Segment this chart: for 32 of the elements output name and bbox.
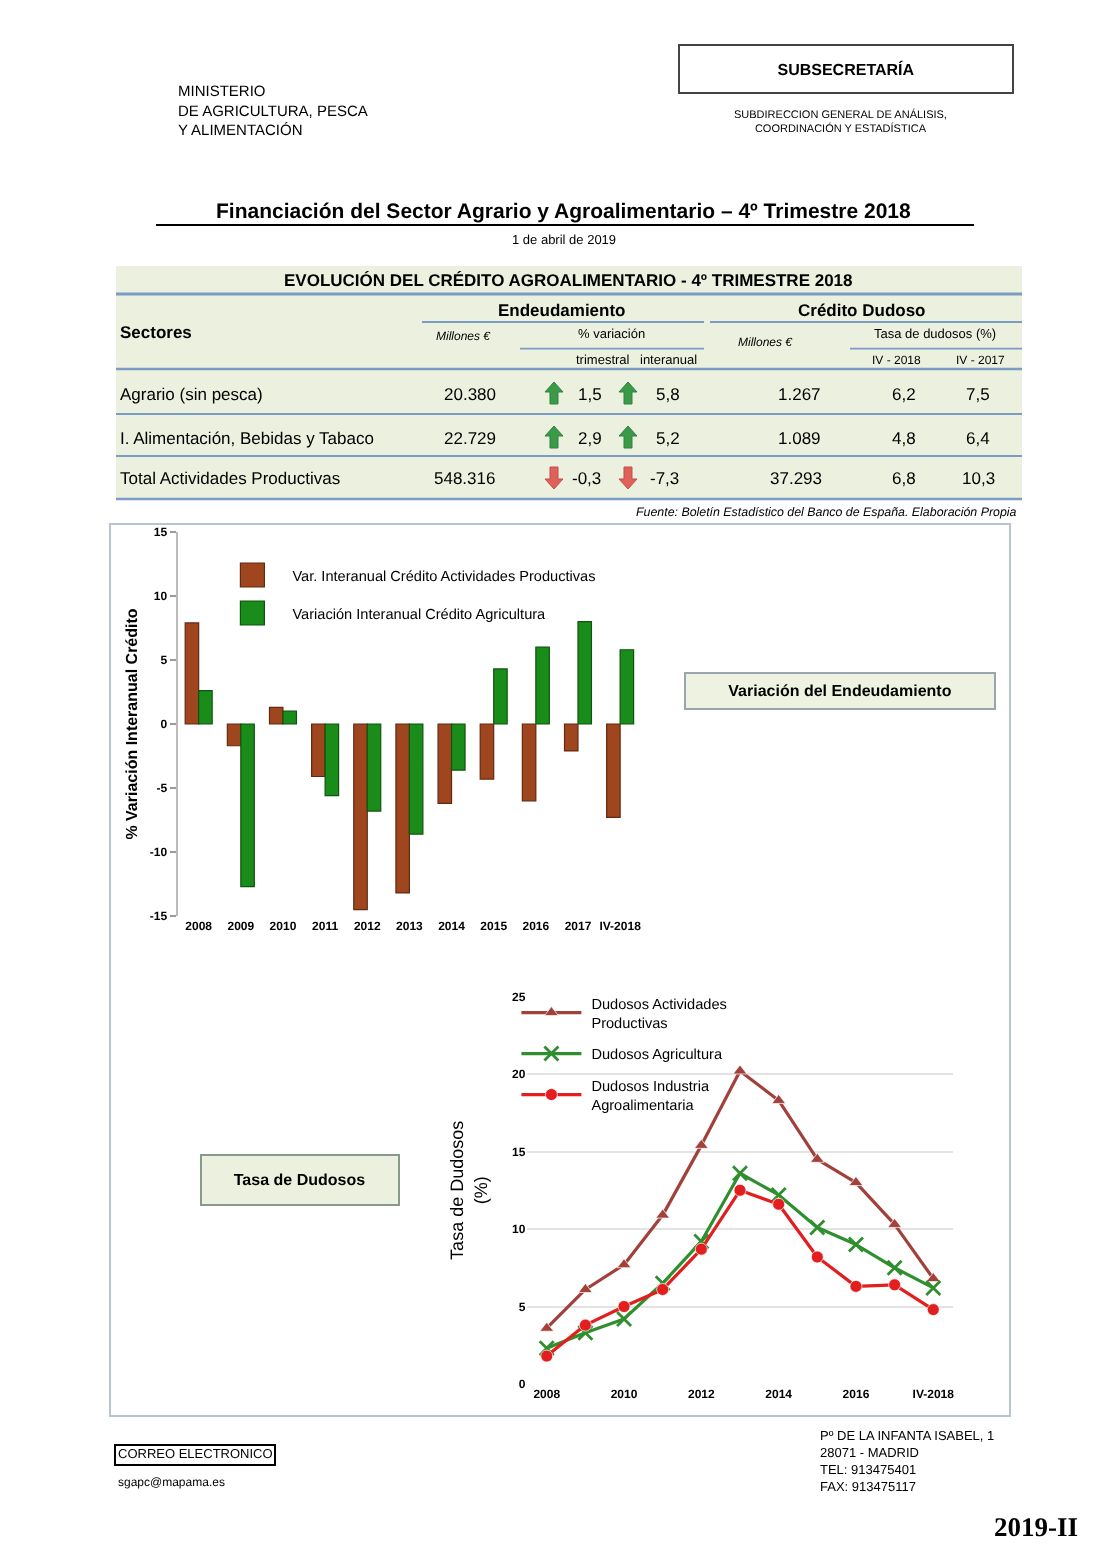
text: 37.293 bbox=[770, 468, 822, 488]
text: EVOLUCIÓN DEL CRÉDITO AGROALIMENTARIO - 4º TRIMESTRE 2018 bbox=[284, 270, 854, 290]
text: 10,3 bbox=[962, 468, 996, 488]
text: -7,3 bbox=[650, 468, 680, 488]
text: 5,8 bbox=[656, 384, 680, 404]
category-label: Agrario (sin pesca) bbox=[120, 384, 263, 404]
text: Crédito Dudoso bbox=[798, 300, 926, 320]
text: 1.267 bbox=[778, 384, 821, 404]
text: Variación del Endeudamiento bbox=[728, 682, 952, 700]
text: Endeudamiento bbox=[498, 300, 626, 320]
text: 6,4 bbox=[966, 428, 990, 448]
text: SUBSECRETARÍA bbox=[777, 59, 915, 79]
text: 1.089 bbox=[778, 428, 821, 448]
text: 548.316 bbox=[434, 468, 496, 488]
y-axis-title: % Variación Interanual Crédito bbox=[123, 608, 142, 840]
text: 7,5 bbox=[966, 384, 990, 404]
text: 22.729 bbox=[444, 428, 496, 448]
text: Sectores bbox=[120, 322, 193, 342]
y-axis-title: Tasa de Dudosos (%) bbox=[447, 1119, 491, 1260]
text: 2019-II bbox=[994, 1512, 1079, 1542]
category-label: Total Actividades Productivas bbox=[120, 468, 341, 488]
text: Tasa de Dudosos bbox=[233, 1171, 367, 1189]
text: 20.380 bbox=[444, 384, 496, 404]
text: Financiación del Sector Agrario y Agroalimentario – 4º Trimestre 2018 bbox=[216, 200, 912, 224]
category-label: I. Alimentación, Bebidas y Tabaco bbox=[120, 428, 374, 448]
text: -0,3 bbox=[572, 468, 602, 488]
text: 1,5 bbox=[578, 384, 602, 404]
text: 4,8 bbox=[892, 428, 916, 448]
text: 2,9 bbox=[578, 428, 602, 448]
text: 6,8 bbox=[892, 468, 916, 488]
text: 6,2 bbox=[892, 384, 916, 404]
text: 5,2 bbox=[656, 428, 680, 448]
